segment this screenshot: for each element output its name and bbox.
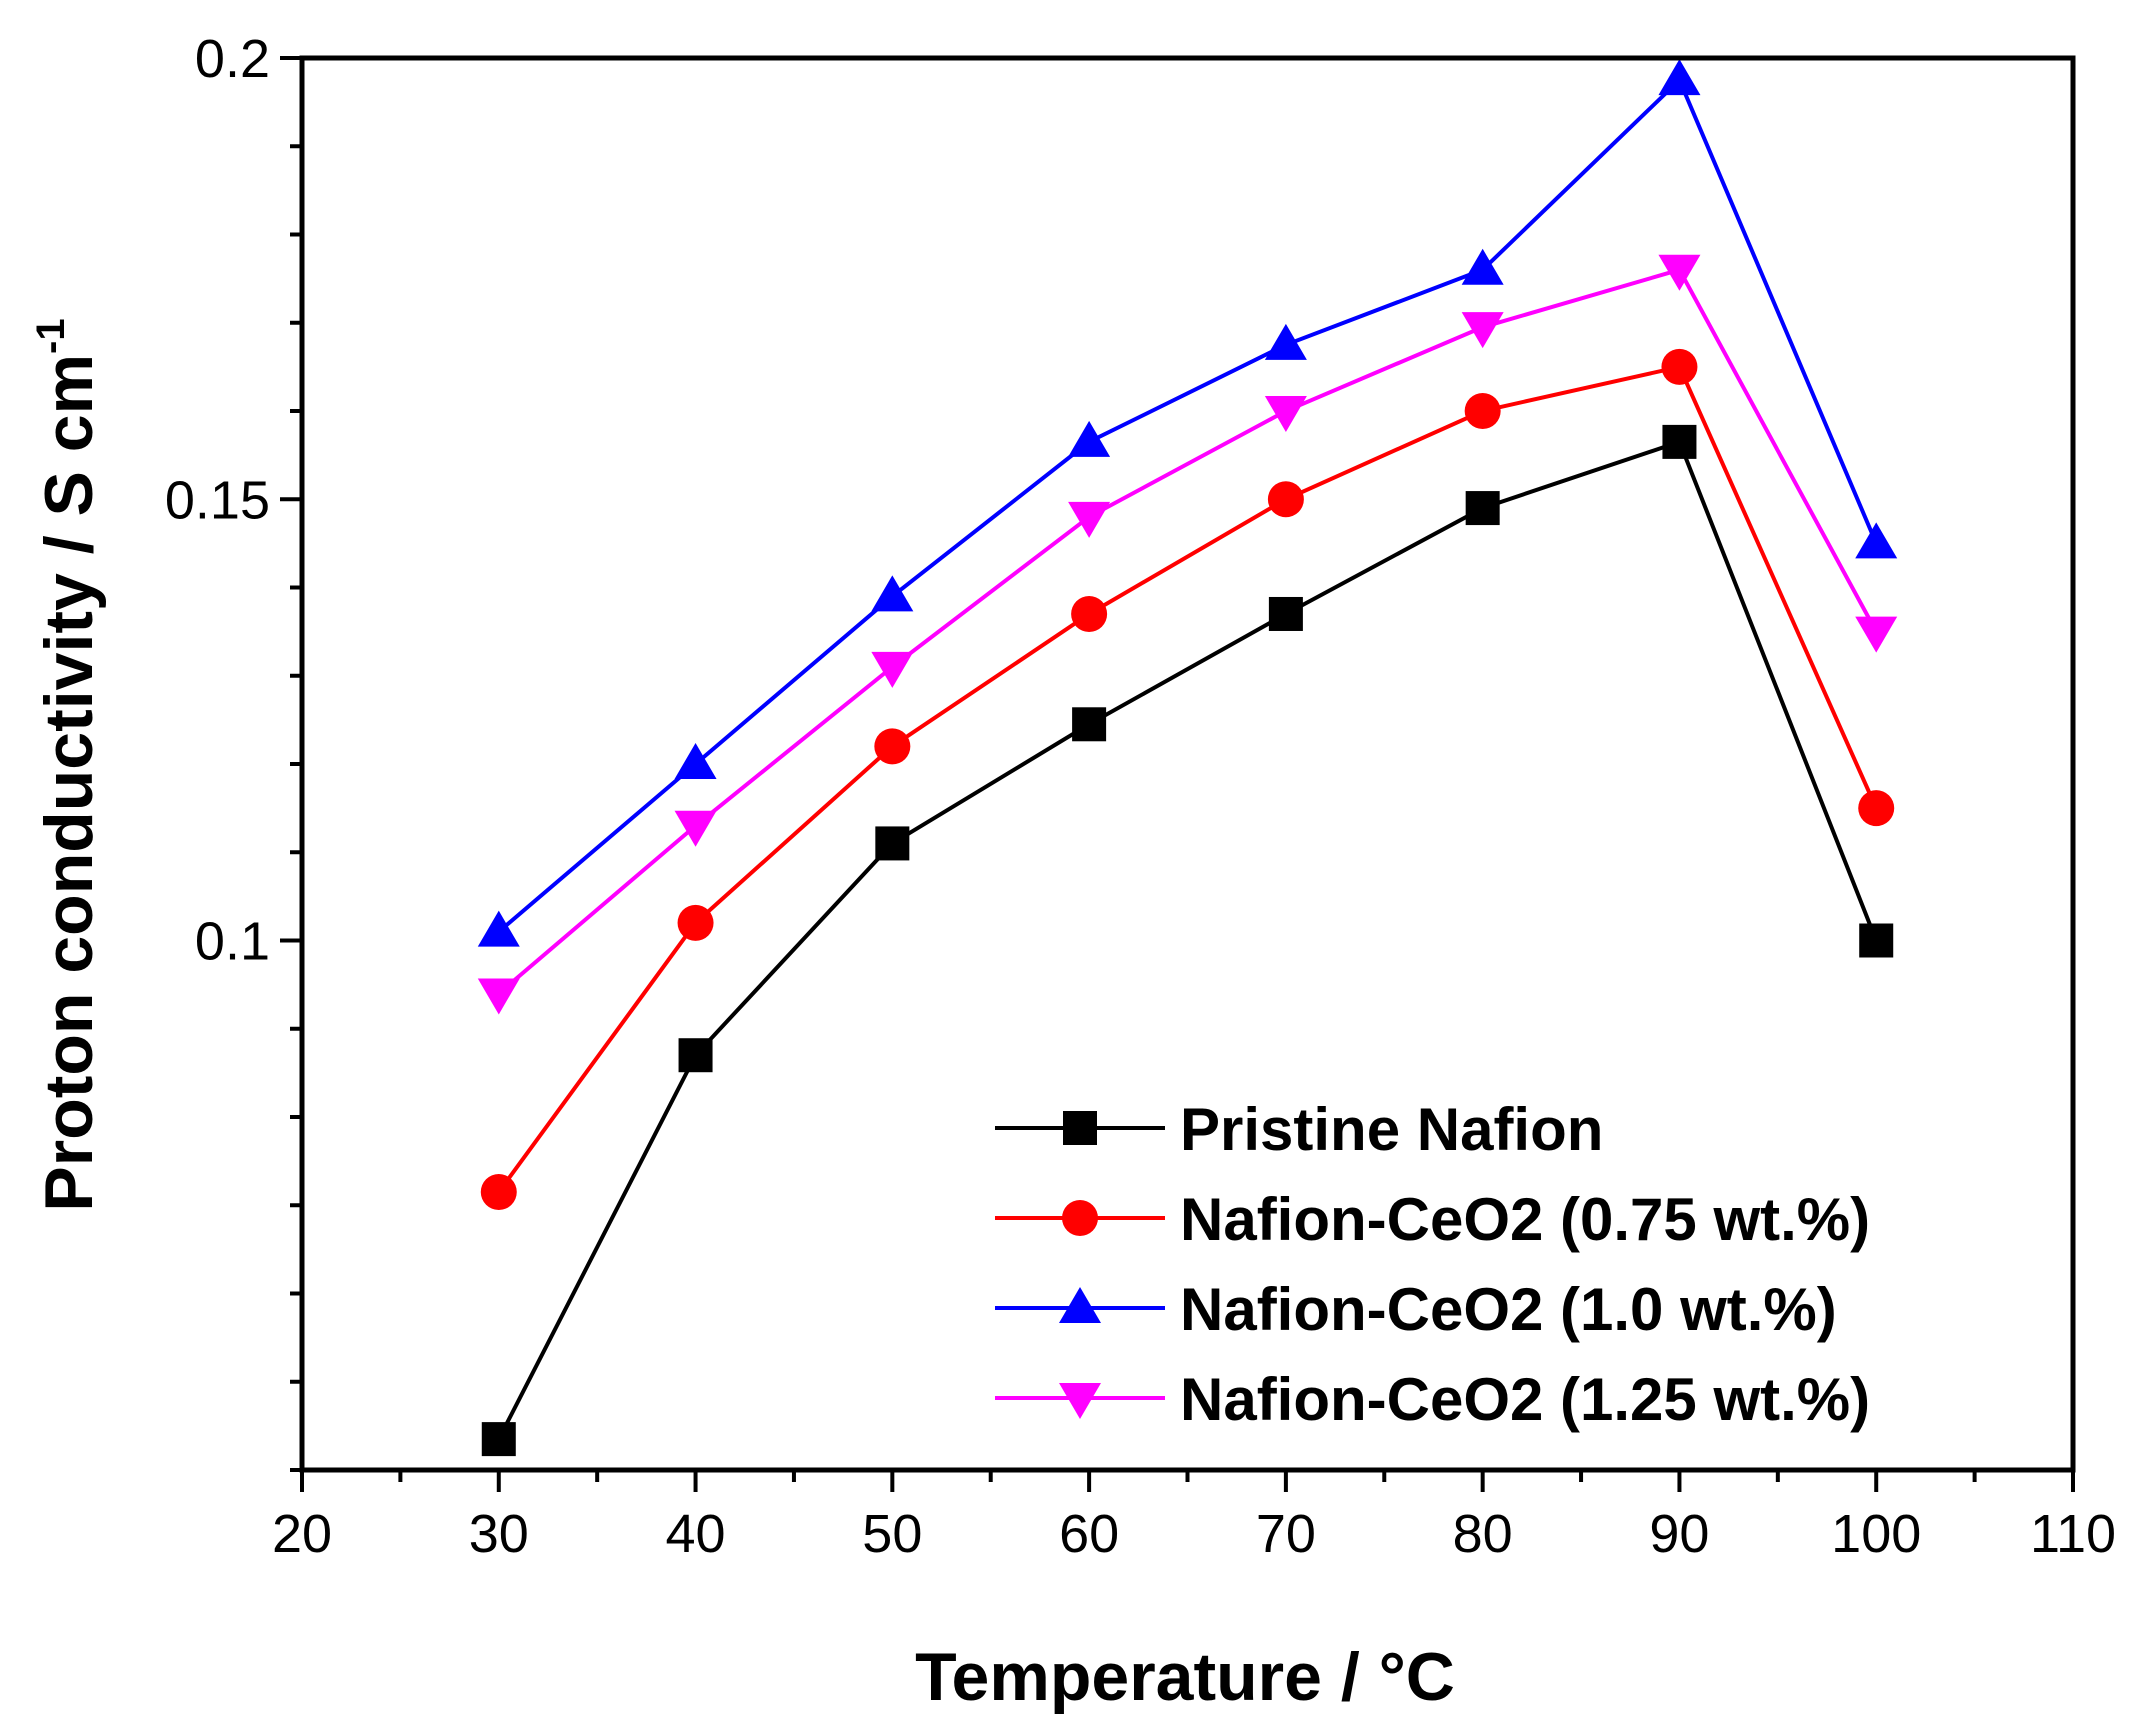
data-point-s2-5 <box>1461 248 1504 285</box>
data-point-s0-3 <box>1072 707 1107 742</box>
data-point-s2-0 <box>477 910 520 947</box>
x-tick-label-1: 30 <box>469 1504 529 1564</box>
data-point-s1-5 <box>1464 393 1501 429</box>
data-point-s3-2 <box>871 651 914 688</box>
legend-label-1: Nafion-CeO2 (0.75 wt.%) <box>1180 1186 1870 1253</box>
legend-marker-3 <box>1059 1383 1101 1419</box>
x-tick-label-4: 60 <box>1059 1504 1119 1564</box>
y-axis-title-main: Proton conductivity / S cm <box>31 354 107 1212</box>
data-point-s0-4 <box>1268 596 1303 631</box>
legend-marker-0 <box>1063 1111 1097 1145</box>
data-point-s2-7 <box>1855 522 1898 559</box>
x-tick-label-7: 90 <box>1649 1504 1709 1564</box>
data-point-s1-4 <box>1267 481 1304 518</box>
data-point-s1-1 <box>677 904 714 941</box>
legend-label-3: Nafion-CeO2 (1.25 wt.%) <box>1180 1366 1870 1433</box>
x-tick-label-8: 100 <box>1831 1504 1921 1564</box>
x-axis-ticks: 20 30 40 50 60 70 80 90 100 110 <box>272 1470 2116 1564</box>
data-point-s3-3 <box>1068 501 1111 538</box>
x-axis-title: Temperature / °C <box>915 1639 1455 1715</box>
data-point-s0-0 <box>481 1422 516 1457</box>
legend-label-0: Pristine Nafion <box>1180 1096 1603 1163</box>
data-point-s0-5 <box>1465 491 1500 526</box>
x-tick-label-0: 20 <box>272 1504 332 1564</box>
y-tick-label-0: 0.1 <box>195 912 270 972</box>
series-markers <box>477 59 1898 1457</box>
data-point-s2-2 <box>871 575 914 612</box>
data-point-s0-1 <box>678 1038 713 1073</box>
y-tick-label-2: 0.2 <box>195 29 270 89</box>
y-tick-label-1: 0.15 <box>165 470 270 530</box>
series-line-2 <box>497 76 1879 934</box>
data-point-s0-6 <box>1662 424 1697 459</box>
series-lines <box>496 76 1879 1441</box>
data-point-s2-6 <box>1658 59 1701 96</box>
x-tick-label-2: 40 <box>666 1504 726 1564</box>
data-point-s3-4 <box>1264 396 1307 432</box>
data-point-s1-2 <box>874 728 911 765</box>
x-tick-label-6: 80 <box>1453 1504 1513 1564</box>
x-tick-label-3: 50 <box>862 1504 922 1564</box>
data-point-s2-3 <box>1068 420 1111 457</box>
y-axis-title: Proton conductivity / S cm-1 <box>29 318 107 1211</box>
legend: Pristine Nafion Nafion-CeO2 (0.75 wt.%) Na… <box>995 1096 1870 1433</box>
data-point-s1-6 <box>1661 348 1698 385</box>
series-line-0 <box>496 439 1879 1441</box>
data-point-s2-4 <box>1264 323 1307 360</box>
data-point-s3-6 <box>1658 254 1701 291</box>
data-point-s3-0 <box>477 978 520 1015</box>
data-point-s3-7 <box>1855 616 1898 653</box>
series-line-1 <box>497 364 1879 1194</box>
data-point-s1-7 <box>1858 790 1895 827</box>
data-point-s1-0 <box>480 1174 517 1211</box>
data-point-s2-1 <box>674 743 717 779</box>
x-tick-label-9: 110 <box>2030 1504 2116 1564</box>
legend-marker-1 <box>1062 1200 1098 1236</box>
legend-label-2: Nafion-CeO2 (1.0 wt.%) <box>1180 1276 1837 1343</box>
y-axis-title-superscript: -1 <box>29 318 73 354</box>
data-point-s3-5 <box>1461 312 1504 349</box>
y-axis-ticks: 0.1 0.15 0.2 <box>165 29 302 1472</box>
x-tick-label-5: 70 <box>1256 1504 1316 1564</box>
data-point-s3-1 <box>674 810 717 847</box>
data-point-s0-7 <box>1859 923 1894 958</box>
series-line-3 <box>497 267 1878 995</box>
data-point-s0-2 <box>875 826 910 861</box>
data-point-s1-3 <box>1071 595 1108 632</box>
legend-marker-2 <box>1059 1287 1101 1323</box>
